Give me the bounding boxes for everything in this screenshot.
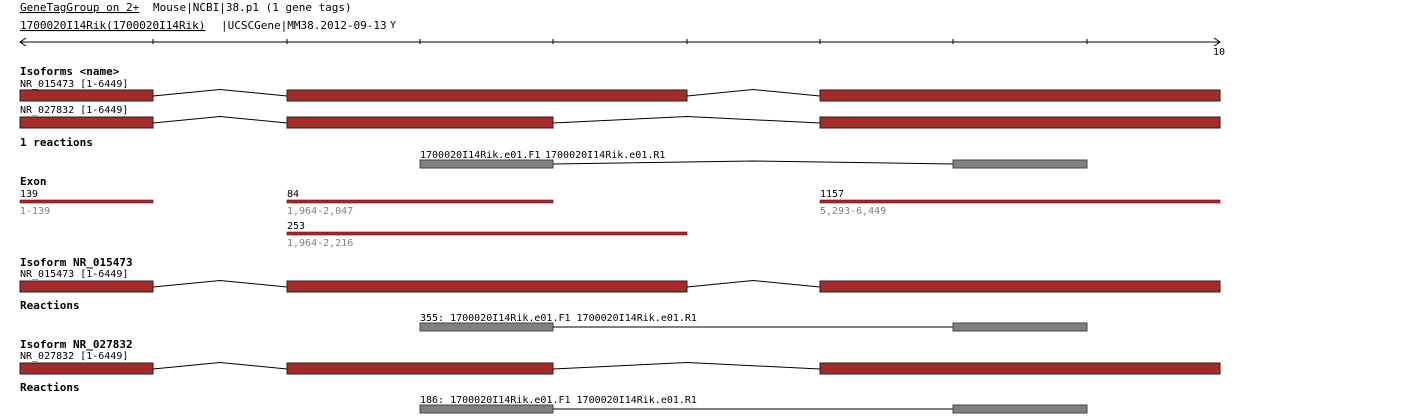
primer-reverse-label: 1700020I14Rik.e01.R1: [545, 150, 665, 161]
isoform-track-nr-027832[interactable]: NR_027832 [1-6449]: [19, 105, 1221, 129]
primer-connector: [552, 160, 954, 165]
exon-section-title: Exon: [20, 175, 47, 188]
reaction-label: 186: 1700020I14Rik.e01.F1 1700020I14Rik.…: [420, 395, 697, 406]
exon-block: [819, 280, 1221, 293]
isoform-panel-track-nr-015473[interactable]: NR_015473 [1-6449]: [19, 269, 1221, 293]
primer-forward-label: 1700020I14Rik.e01.F1: [420, 150, 540, 161]
isoform-label: NR_015473 [1-6449]: [20, 79, 128, 90]
exon-4[interactable]: 253 1,964-2,216: [286, 221, 688, 249]
intron-connector: [152, 361, 288, 370]
isoform-panel-track-nr-027832[interactable]: NR_027832 [1-6449]: [19, 351, 1221, 375]
exon-bar: [286, 199, 554, 204]
intron-connector: [152, 115, 288, 124]
intron-connector: [686, 279, 821, 288]
exon-bar: [19, 199, 154, 204]
exon-block: [286, 362, 554, 375]
isoform-panel-title: Isoform NR_027832: [20, 338, 133, 351]
exon-3[interactable]: 1157 5,293-6,449: [819, 189, 1221, 217]
exon-bar: [286, 231, 688, 236]
menu-toggle-icon[interactable]: Y: [390, 20, 396, 31]
position-ruler: 10: [19, 37, 1225, 58]
exon-block: [286, 280, 688, 293]
exon-block: [286, 89, 688, 102]
exon-range-label: 1,964-2,216: [287, 238, 353, 249]
primer-forward-block: [419, 159, 554, 169]
exon-block: [19, 280, 154, 293]
intron-connector: [152, 279, 288, 288]
primer-forward-block: [419, 404, 554, 414]
header-source-info: |UCSCGene|MM38.2012-09-13: [221, 19, 387, 32]
exon-1[interactable]: 139 1-139: [19, 189, 154, 217]
exon-block: [819, 362, 1221, 375]
primer-reverse-block: [952, 322, 1088, 332]
intron-connector: [552, 361, 821, 370]
isoform-label: NR_015473 [1-6449]: [20, 269, 128, 280]
ruler-right-arrow-icon: [1213, 37, 1221, 47]
isoform-label: NR_027832 [1-6449]: [20, 351, 128, 362]
exon-range-label: 5,293-6,449: [820, 206, 886, 217]
primer-pair-track[interactable]: 1700020I14Rik.e01.F1 1700020I14Rik.e01.R…: [419, 150, 1088, 169]
isoform-track-nr-015473[interactable]: NR_015473 [1-6449]: [19, 79, 1221, 102]
exon-length-label: 139: [20, 189, 38, 200]
exon-block: [819, 89, 1221, 102]
gene-name-link[interactable]: 1700020I14Rik(1700020I14Rik): [20, 19, 205, 32]
exon-length-label: 1157: [820, 189, 844, 200]
panel-reaction-track[interactable]: 355: 1700020I14Rik.e01.F1 1700020I14Rik.…: [419, 313, 1088, 332]
exon-block: [819, 116, 1221, 129]
exon-length-label: 84: [287, 189, 299, 200]
ruler-left-arrow-icon: [19, 37, 27, 47]
intron-connector: [552, 115, 821, 124]
primer-reverse-block: [952, 159, 1088, 169]
exon-block: [19, 116, 154, 129]
header-species-info: Mouse|NCBI|38.p1 (1 gene tags): [153, 1, 352, 14]
isoform-panel-title: Isoform NR_015473: [20, 256, 133, 269]
exon-range-label: 1-139: [20, 206, 50, 217]
intron-connector: [686, 88, 821, 97]
exon-2[interactable]: 84 1,964-2,047: [286, 189, 554, 217]
primer-reverse-block: [952, 404, 1088, 414]
exon-block: [19, 89, 154, 102]
exon-bar: [819, 199, 1221, 204]
gene-tag-group-link[interactable]: GeneTagGroup on 2+: [20, 1, 140, 14]
exon-length-label: 253: [287, 221, 305, 232]
exon-block: [286, 116, 554, 129]
isoform-label: NR_027832 [1-6449]: [20, 105, 128, 116]
panel-reactions-title: Reactions: [20, 299, 80, 312]
isoforms-section-title: Isoforms <name>: [20, 65, 120, 78]
exon-range-label: 1,964-2,047: [287, 206, 353, 217]
ruler-end-label: 10: [1213, 47, 1225, 58]
exon-block: [19, 362, 154, 375]
reaction-label: 355: 1700020I14Rik.e01.F1 1700020I14Rik.…: [420, 313, 697, 324]
primer-forward-block: [419, 322, 554, 332]
panel-reactions-title: Reactions: [20, 381, 80, 394]
reactions-section-title: 1 reactions: [20, 136, 93, 149]
panel-reaction-track[interactable]: 186: 1700020I14Rik.e01.F1 1700020I14Rik.…: [419, 395, 1088, 414]
intron-connector: [152, 88, 288, 97]
